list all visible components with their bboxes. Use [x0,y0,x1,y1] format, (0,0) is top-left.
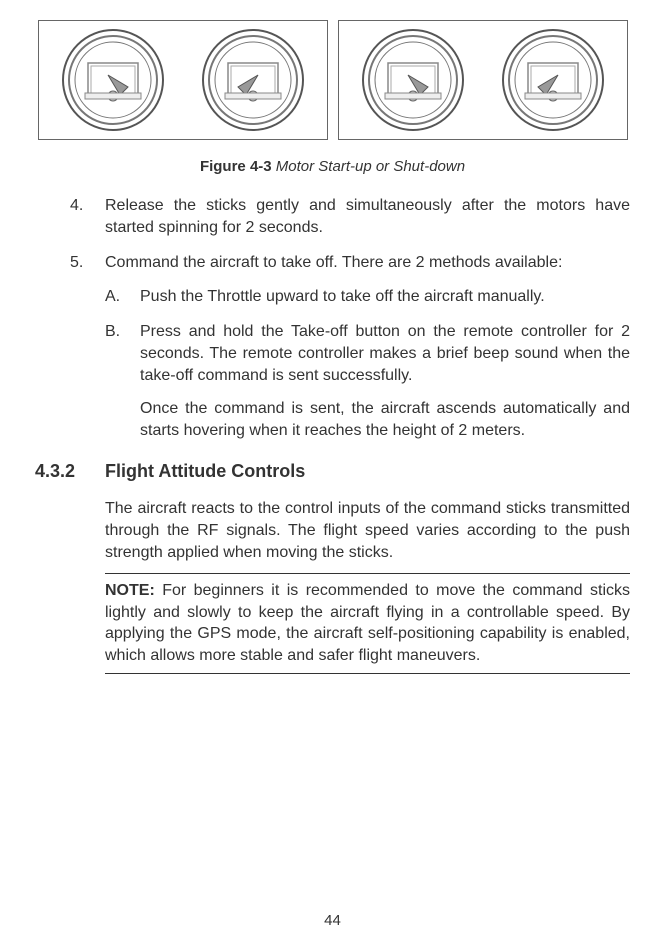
stick-diagram-2 [198,25,308,135]
note-text: For beginners it is recommended to move … [105,582,630,664]
list-text-4: Release the sticks gently and simultaneo… [105,197,630,236]
section-heading-row: 4.3.2 Flight Attitude Controls [35,461,630,482]
section-body: The aircraft reacts to the control input… [105,498,630,673]
list-text-5: Command the aircraft to take off. There … [105,254,562,271]
note-label: NOTE: [105,582,155,599]
figure-caption-label: Figure 4-3 [200,158,272,175]
sub-num-b: B. [105,321,120,343]
stick-diagram-3 [358,25,468,135]
stick-diagram-1 [58,25,168,135]
stick-diagram-4 [498,25,608,135]
figure-caption: Figure 4-3 Motor Start-up or Shut-down [35,158,630,175]
section-title: Flight Attitude Controls [105,461,305,482]
list-num-5: 5. [70,252,83,274]
page: Figure 4-3 Motor Start-up or Shut-down 4… [0,0,665,941]
figure-row [35,20,630,140]
section-number: 4.3.2 [35,461,105,482]
sub-list: A. Push the Throttle upward to take off … [105,286,630,442]
figure-box-right [338,20,628,140]
main-list: 4. Release the sticks gently and simulta… [35,195,630,441]
note-block: NOTE: For beginners it is recommended to… [105,573,630,673]
list-num-4: 4. [70,195,83,217]
sub-text-a: Push the Throttle upward to take off the… [140,288,545,305]
sub-text-b: Press and hold the Take-off button on th… [140,323,630,383]
list-item-5: 5. Command the aircraft to take off. The… [105,252,630,441]
figure-caption-text: Motor Start-up or Shut-down [276,158,465,175]
sub-num-a: A. [105,286,120,308]
list-item-4: 4. Release the sticks gently and simulta… [105,195,630,238]
sub-item-a: A. Push the Throttle upward to take off … [140,286,630,308]
section-para: The aircraft reacts to the control input… [105,498,630,563]
page-number: 44 [0,912,665,929]
figure-box-left [38,20,328,140]
sub-extra-b: Once the command is sent, the aircraft a… [140,398,630,441]
sub-item-b: B. Press and hold the Take-off button on… [140,321,630,441]
